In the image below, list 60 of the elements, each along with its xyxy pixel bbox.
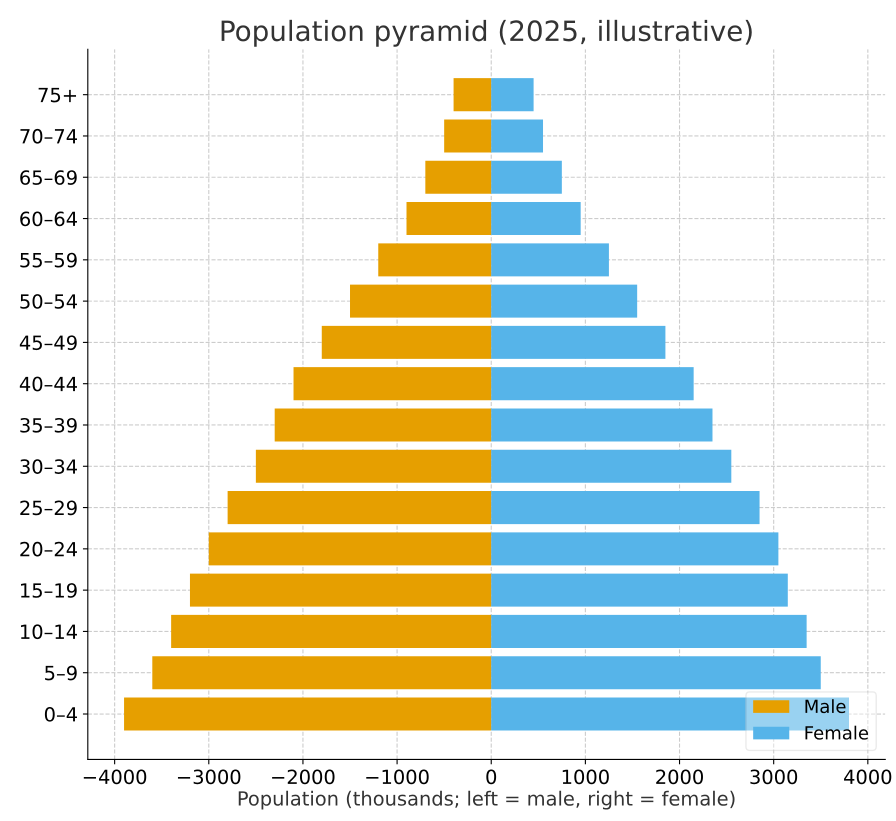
- bar: [491, 243, 609, 276]
- bar: [190, 574, 492, 607]
- bar: [491, 614, 807, 648]
- bar: [491, 367, 694, 400]
- y-tick-label: 0–4: [44, 706, 77, 722]
- bar: [444, 119, 492, 152]
- chart-title: Population pyramid (2025, illustrative): [222, 20, 752, 47]
- bar: [491, 532, 778, 566]
- bar: [378, 243, 492, 276]
- bar: [491, 491, 760, 524]
- bar: [491, 450, 732, 483]
- y-tick-label: 35–39: [20, 418, 77, 433]
- bar: [274, 408, 492, 442]
- x-tick-label: −3000: [178, 769, 240, 784]
- x-axis-title: Population (thousands; left = male, right = female): [238, 790, 735, 810]
- y-tick-label: 45–49: [20, 335, 77, 350]
- bar: [406, 202, 492, 236]
- y-tick-label: 75+: [38, 88, 76, 102]
- y-tick-label: 50–54: [20, 294, 77, 309]
- bar: [491, 656, 821, 690]
- y-tick-label: 15–19: [21, 583, 77, 598]
- y-tick-label: 60–64: [20, 212, 77, 226]
- bar: [124, 697, 492, 731]
- legend-label: Male: [805, 699, 846, 714]
- y-tick-label: 20–24: [20, 542, 77, 557]
- bar: [491, 574, 788, 607]
- bar: [171, 614, 492, 648]
- y-tick-label: 25–29: [20, 500, 77, 516]
- bar: [491, 284, 638, 318]
- bar: [208, 532, 492, 566]
- x-tick-label: −1000: [366, 769, 429, 784]
- bar: [491, 408, 712, 442]
- x-tick-label: 2000: [656, 769, 703, 784]
- bar: [256, 450, 492, 483]
- bar: [491, 78, 534, 112]
- bar: [491, 160, 562, 194]
- y-tick-label: 10–14: [21, 624, 77, 640]
- y-tick-label: 40–44: [20, 376, 77, 392]
- bar: [294, 367, 492, 400]
- bar: [454, 78, 492, 112]
- y-tick-label: 5–9: [45, 666, 77, 680]
- bar: [491, 119, 544, 152]
- y-tick-label: 65–69: [20, 170, 77, 185]
- x-tick-label: −2000: [272, 769, 335, 784]
- bar: [350, 284, 492, 318]
- x-tick-label: 3000: [750, 769, 798, 784]
- x-tick-label: 0: [486, 769, 496, 784]
- y-tick-label: 30–34: [20, 459, 77, 474]
- x-tick-label: −4000: [84, 769, 146, 784]
- y-tick-label: 55–59: [20, 252, 77, 268]
- legend-label: Female: [805, 726, 868, 740]
- bar: [491, 202, 581, 236]
- bar: [152, 656, 492, 690]
- y-tick-label: 70–74: [20, 128, 77, 144]
- bar: [322, 326, 492, 359]
- bar: [491, 326, 666, 359]
- bar: [425, 160, 492, 194]
- bar: [228, 491, 492, 524]
- x-tick-label: 1000: [562, 769, 609, 784]
- x-tick-label: 4000: [844, 769, 892, 784]
